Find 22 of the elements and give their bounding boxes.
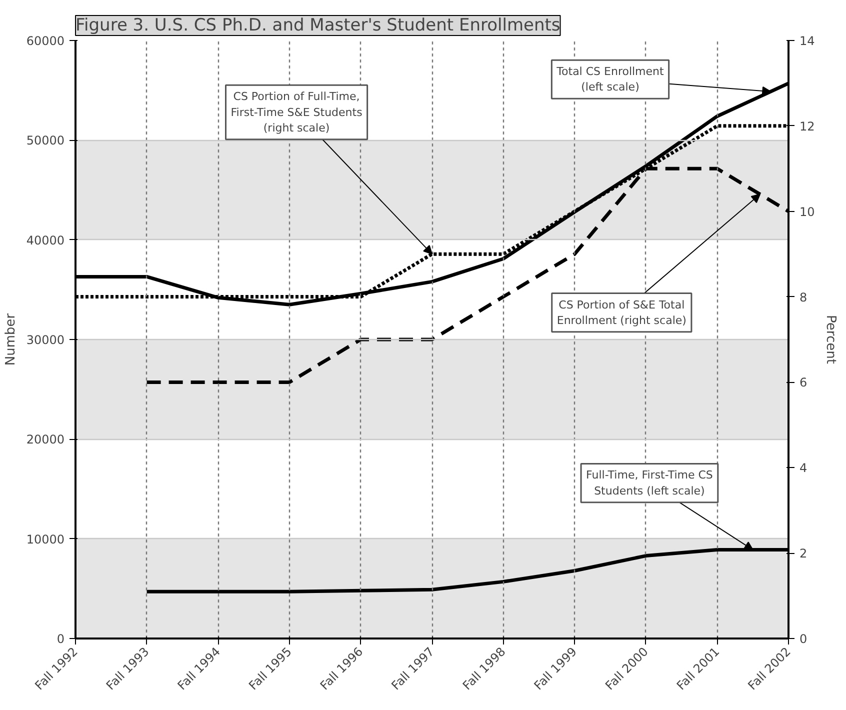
text: Total CS Enrollment (left scale) bbox=[556, 65, 665, 94]
y2-tick-label: 14 bbox=[800, 34, 815, 48]
y2-tick-label: 2 bbox=[800, 546, 808, 561]
y-tick-label: 60000 bbox=[26, 34, 65, 48]
y-tick-label: 20000 bbox=[26, 432, 65, 447]
y2-axis-title: Percent bbox=[822, 315, 838, 364]
chart-title: Figure 3. U.S. CS Ph.D. and Master's Student Enrollments bbox=[76, 16, 560, 36]
y-tick-label: 10000 bbox=[26, 532, 65, 546]
y-tick-label: 0 bbox=[56, 632, 65, 646]
y2-tick-label: 8 bbox=[800, 290, 808, 304]
y-tick-label: 30000 bbox=[26, 333, 65, 347]
y-tick-label: 50000 bbox=[26, 134, 65, 148]
y2-tick-label: 4 bbox=[800, 461, 808, 476]
y-axis-title: Number bbox=[3, 312, 18, 366]
y2-tick-label: 0 bbox=[800, 632, 808, 646]
y2-tick-label: 6 bbox=[800, 376, 808, 390]
y-tick-label: 40000 bbox=[26, 233, 65, 248]
y2-tick-label: 12 bbox=[800, 119, 815, 134]
text: CS Portion of S&E Total Enrollment (right scale) bbox=[556, 298, 686, 327]
text: Full-Time, First-Time CS Students (left scale) bbox=[586, 468, 713, 498]
text: CS Portion of Full-Time, First-Time S&E Students (right scale) bbox=[230, 90, 363, 134]
y2-tick-label: 10 bbox=[800, 204, 815, 219]
